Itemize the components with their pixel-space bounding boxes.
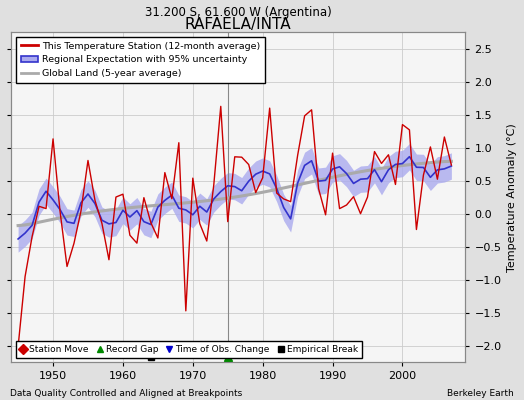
- Text: Data Quality Controlled and Aligned at Breakpoints: Data Quality Controlled and Aligned at B…: [10, 389, 243, 398]
- Y-axis label: Temperature Anomaly (°C): Temperature Anomaly (°C): [507, 123, 517, 272]
- Text: Berkeley Earth: Berkeley Earth: [447, 389, 514, 398]
- Text: 31.200 S, 61.600 W (Argentina): 31.200 S, 61.600 W (Argentina): [145, 6, 332, 19]
- Title: RAFAELA/INTA: RAFAELA/INTA: [185, 17, 291, 32]
- Legend: Station Move, Record Gap, Time of Obs. Change, Empirical Break: Station Move, Record Gap, Time of Obs. C…: [16, 341, 362, 358]
